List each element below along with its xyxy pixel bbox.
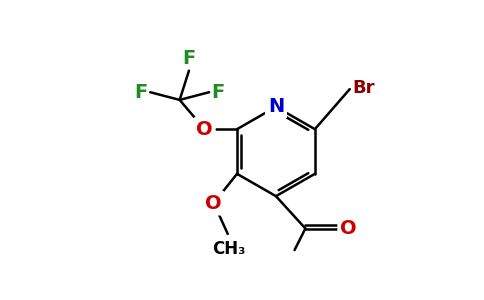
Text: N: N: [268, 97, 284, 116]
Text: F: F: [182, 49, 196, 68]
Text: O: O: [196, 120, 213, 139]
Text: CH₃: CH₃: [212, 240, 246, 258]
Text: O: O: [206, 194, 222, 213]
Text: Br: Br: [352, 80, 375, 98]
Text: F: F: [135, 83, 148, 102]
Text: F: F: [212, 83, 225, 102]
Text: O: O: [340, 219, 357, 238]
